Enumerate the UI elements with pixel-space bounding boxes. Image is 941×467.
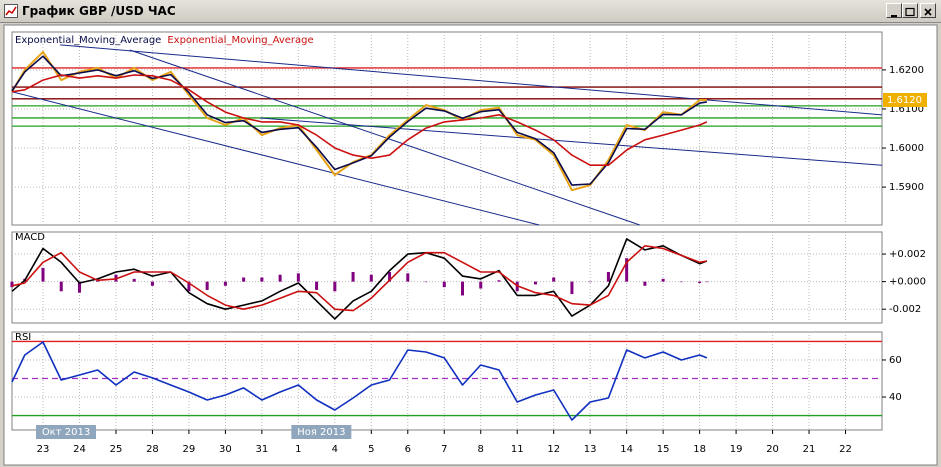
histogram-bar [278, 274, 282, 282]
x-tick-label: 5 [368, 444, 374, 455]
x-tick-label: 18 [693, 444, 706, 455]
histogram-bar [679, 281, 683, 283]
histogram-bar [625, 258, 629, 282]
maximize-button[interactable] [902, 3, 918, 18]
x-tick-label: 22 [839, 444, 852, 455]
x-tick-label: 1 [295, 444, 301, 455]
x-tick-label: 29 [183, 444, 196, 455]
legend-entry: Exponential_Moving_Average [167, 35, 313, 46]
y-tick-label: 40 [889, 392, 902, 403]
histogram-bar [296, 273, 300, 282]
panel-frame [11, 31, 883, 226]
month-label: Ноя 2013 [297, 427, 345, 438]
y-tick-label: 1.6000 [889, 143, 924, 154]
trend-line [260, 117, 883, 166]
price-tag: 1.6120 [887, 95, 922, 106]
x-tick-label: 11 [511, 444, 524, 455]
histogram-bar [59, 281, 63, 292]
x-tick-label: 14 [620, 444, 633, 455]
histogram-bar [315, 281, 319, 290]
histogram-bar [205, 281, 209, 290]
histogram-bar [661, 278, 665, 282]
x-tick-label: 24 [73, 444, 86, 455]
panel-frame [11, 231, 883, 324]
x-tick-label: 20 [766, 444, 779, 455]
window-title: График GBP /USD ЧАС [22, 4, 176, 18]
histogram-bar [643, 281, 647, 286]
histogram-bar [242, 277, 246, 282]
month-label: Окт 2013 [42, 427, 90, 438]
histogram-bar [570, 281, 574, 295]
histogram-bar [169, 281, 173, 283]
histogram-bar [698, 281, 702, 284]
x-tick-label: 6 [405, 444, 411, 455]
histogram-bar [705, 281, 709, 283]
histogram-bar [41, 267, 45, 282]
y-tick-label: 1.6100 [889, 104, 924, 115]
x-tick-label: 19 [730, 444, 743, 455]
title-bar: График GBP /USD ЧАС [0, 0, 941, 23]
y-tick-label: 60 [889, 355, 902, 366]
minimize-button[interactable] [886, 3, 902, 18]
x-tick-label: 28 [146, 444, 159, 455]
histogram-bar [588, 281, 592, 283]
histogram-bar [351, 271, 355, 282]
histogram-bar [552, 277, 556, 282]
x-tick-label: 31 [256, 444, 269, 455]
trend-line [11, 91, 540, 226]
x-tick-label: 15 [657, 444, 670, 455]
histogram-bar [388, 271, 392, 282]
histogram-bar [10, 281, 14, 288]
trend-line [60, 44, 883, 116]
series-line [11, 55, 708, 186]
panel-title: RSI [15, 332, 31, 343]
y-tick-label: +0.000 [889, 277, 926, 288]
histogram-bar [533, 281, 537, 285]
month-label-box [291, 425, 352, 439]
x-tick-label: 25 [110, 444, 123, 455]
histogram-bar [77, 281, 81, 293]
series-line [11, 238, 708, 320]
x-tick-label: 7 [441, 444, 447, 455]
legend-entry: Exponential_Moving_Average [15, 35, 161, 46]
panel-title: MACD [15, 232, 45, 243]
x-tick-label: 8 [478, 444, 484, 455]
x-tick-label: 21 [803, 444, 816, 455]
y-tick-label: -0.002 [889, 304, 921, 315]
chart-area: 1.5900 1.6000 1.6100 1.6200 Exponential_Movi… [3, 24, 938, 466]
histogram-bar [406, 273, 410, 282]
x-tick-label: 13 [584, 444, 597, 455]
panel-frame [11, 331, 883, 431]
series-line [11, 245, 708, 312]
window-icon [4, 4, 18, 18]
x-tick-label: 4 [332, 444, 338, 455]
histogram-bar [260, 277, 264, 282]
histogram-bar [606, 271, 610, 282]
histogram-bar [479, 281, 483, 289]
histogram-bar [132, 278, 136, 282]
series-line [11, 341, 708, 421]
histogram-bar [461, 281, 465, 296]
histogram-bar [497, 280, 501, 282]
y-tick-label: 1.6200 [889, 65, 924, 76]
histogram-bar [333, 281, 337, 292]
x-tick-label: 12 [547, 444, 560, 455]
y-tick-label: +0.002 [889, 249, 926, 260]
trend-line [129, 49, 640, 226]
month-label-box [36, 425, 97, 439]
histogram-bar [424, 281, 428, 283]
x-tick-label: 30 [219, 444, 232, 455]
y-tick-label: 1.5900 [889, 182, 924, 193]
series-line [11, 74, 708, 166]
histogram-bar [442, 281, 446, 288]
price-tag-box [883, 92, 927, 107]
histogram-bar [150, 281, 154, 286]
close-button[interactable] [920, 3, 936, 18]
histogram-bar [369, 274, 373, 282]
x-tick-label: 23 [37, 444, 50, 455]
histogram-bar [187, 281, 191, 292]
histogram-bar [223, 281, 227, 286]
